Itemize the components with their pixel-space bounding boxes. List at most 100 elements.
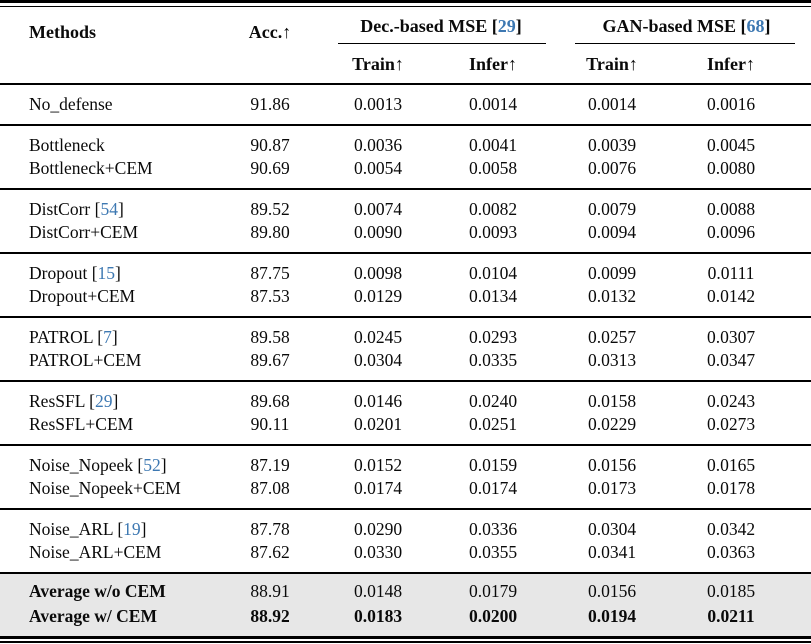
column-header-accuracy: Acc.↑ bbox=[218, 7, 322, 84]
value-cell: 87.53 bbox=[250, 286, 290, 306]
citation-brackets: [54] bbox=[90, 199, 124, 219]
value-cell: 90.11 bbox=[250, 414, 290, 434]
value-cell: 0.0159 bbox=[468, 455, 518, 475]
table-row: Noise_Nopeek [52] 87.19 0.0152 0.0159 0.0156… bbox=[0, 445, 811, 477]
value-cell: 0.0156 bbox=[587, 581, 637, 601]
method-cell: No_defense bbox=[0, 84, 218, 125]
value-cell: 0.0045 bbox=[706, 135, 756, 155]
accuracy-header-label: Acc.↑ bbox=[248, 22, 292, 42]
method-label: DistCorr+CEM bbox=[29, 222, 139, 242]
value-cell: 0.0229 bbox=[587, 414, 637, 434]
value-cell: 0.0093 bbox=[468, 222, 518, 242]
value-cell: 87.75 bbox=[250, 263, 290, 283]
citation-brackets: [7] bbox=[92, 327, 118, 347]
value-cell: 88.92 bbox=[250, 606, 290, 626]
value-cell: 0.0178 bbox=[706, 478, 756, 498]
value-cell: 0.0013 bbox=[353, 94, 403, 114]
value-cell: 0.0132 bbox=[587, 286, 637, 306]
method-label: Noise_Nopeek+CEM bbox=[29, 478, 181, 498]
value-cell: 0.0200 bbox=[468, 606, 518, 626]
value-cell: 0.0111 bbox=[707, 263, 755, 283]
value-cell: 0.0342 bbox=[706, 519, 756, 539]
value-cell: 0.0016 bbox=[706, 94, 756, 114]
citation-link[interactable]: 15 bbox=[97, 263, 116, 283]
average-rows-group: Average w/o CEM 88.91 0.0148 0.0179 0.0156 0.… bbox=[0, 573, 811, 636]
method-cell: ResSFL [29] bbox=[0, 381, 218, 413]
table-row: Noise_ARL+CEM 87.62 0.0330 0.0355 0.0341 0.03… bbox=[0, 541, 811, 573]
value-cell: 87.08 bbox=[250, 478, 290, 498]
value-cell: 0.0179 bbox=[468, 581, 518, 601]
value-cell: 0.0185 bbox=[706, 581, 756, 601]
value-cell: 0.0158 bbox=[587, 391, 637, 411]
citation-link[interactable]: 68 bbox=[746, 16, 765, 36]
value-cell: 88.91 bbox=[250, 581, 290, 601]
value-cell: 0.0363 bbox=[706, 542, 756, 562]
value-cell: 0.0240 bbox=[468, 391, 518, 411]
value-cell: 89.58 bbox=[250, 327, 290, 347]
citation-link[interactable]: 52 bbox=[143, 455, 161, 475]
value-cell: 0.0054 bbox=[353, 158, 403, 178]
top-rule-thick bbox=[0, 0, 811, 3]
table-row: DistCorr+CEM 89.80 0.0090 0.0093 0.0094 0.009… bbox=[0, 221, 811, 253]
column-header-gan-train: Train↑ bbox=[586, 53, 638, 74]
table-row: Bottleneck+CEM 90.69 0.0054 0.0058 0.0076 0.0… bbox=[0, 157, 811, 189]
value-cell: 0.0156 bbox=[587, 455, 637, 475]
methods-header-label: Methods bbox=[29, 22, 96, 42]
value-cell: 0.0099 bbox=[587, 263, 637, 283]
citation-link[interactable]: 54 bbox=[100, 199, 118, 219]
table-row: ResSFL+CEM 90.11 0.0201 0.0251 0.0229 0.0273 bbox=[0, 413, 811, 445]
bottom-rule-thick bbox=[0, 636, 811, 639]
value-cell: 0.0290 bbox=[353, 519, 403, 539]
value-cell: 0.0336 bbox=[468, 519, 518, 539]
citation-link[interactable]: 29 bbox=[94, 391, 113, 411]
top-rule-thin bbox=[0, 5, 811, 7]
method-cell: Noise_ARL+CEM bbox=[0, 541, 218, 573]
results-table: Methods Acc.↑ Dec.-based MSE [29] GAN-ba… bbox=[0, 7, 811, 636]
citation-link[interactable]: 29 bbox=[497, 16, 516, 36]
method-cell: Average w/ CEM bbox=[0, 604, 218, 636]
value-cell: 0.0014 bbox=[587, 94, 637, 114]
value-cell: 90.69 bbox=[250, 158, 290, 178]
value-cell: 0.0082 bbox=[468, 199, 518, 219]
citation-brackets: [52] bbox=[133, 455, 167, 475]
value-cell: 0.0293 bbox=[468, 327, 518, 347]
method-label: ResSFL bbox=[29, 391, 85, 411]
method-group: Bottleneck 90.87 0.0036 0.0041 0.0039 0.0045 B… bbox=[0, 125, 811, 189]
value-cell: 0.0194 bbox=[587, 606, 637, 626]
value-cell: 0.0090 bbox=[353, 222, 403, 242]
method-cell: Noise_Nopeek [52] bbox=[0, 445, 218, 477]
citation-brackets: [19] bbox=[112, 519, 147, 539]
value-cell: 90.87 bbox=[250, 135, 290, 155]
citation-link[interactable]: 7 bbox=[103, 327, 112, 347]
value-cell: 0.0080 bbox=[706, 158, 756, 178]
column-header-dec-train: Train↑ bbox=[352, 53, 404, 74]
dec-group-text: Dec.-based MSE bbox=[360, 16, 488, 36]
method-cell: Average w/o CEM bbox=[0, 573, 218, 604]
value-cell: 0.0245 bbox=[353, 327, 403, 347]
value-cell: 0.0243 bbox=[706, 391, 756, 411]
value-cell: 0.0273 bbox=[706, 414, 756, 434]
value-cell: 89.68 bbox=[250, 391, 290, 411]
value-cell: 0.0142 bbox=[706, 286, 756, 306]
value-cell: 0.0036 bbox=[353, 135, 403, 155]
bottom-rule-thin bbox=[0, 640, 811, 643]
value-cell: 0.0174 bbox=[468, 478, 518, 498]
method-label: Noise_Nopeek bbox=[29, 455, 134, 475]
method-group: Dropout [15] 87.75 0.0098 0.0104 0.0099 0.011… bbox=[0, 253, 811, 317]
method-cell: PATROL [7] bbox=[0, 317, 218, 349]
value-cell: 0.0134 bbox=[468, 286, 518, 306]
citation-link[interactable]: 19 bbox=[123, 519, 141, 539]
column-group-dec-based-mse: Dec.-based MSE [29] bbox=[322, 7, 552, 44]
value-cell: 0.0183 bbox=[353, 606, 403, 626]
method-cell: PATROL+CEM bbox=[0, 349, 218, 381]
dec-based-mse-label: Dec.-based MSE [29] bbox=[322, 16, 552, 43]
method-label: Noise_ARL+CEM bbox=[29, 542, 162, 562]
table-row: No_defense 91.86 0.0013 0.0014 0.0014 0.0016 bbox=[0, 84, 811, 125]
method-cell: Noise_Nopeek+CEM bbox=[0, 477, 218, 509]
method-cell: Noise_ARL [19] bbox=[0, 509, 218, 541]
value-cell: 0.0201 bbox=[353, 414, 403, 434]
method-label: Bottleneck bbox=[29, 135, 105, 155]
method-label: DistCorr bbox=[29, 199, 91, 219]
method-cell: ResSFL+CEM bbox=[0, 413, 218, 445]
